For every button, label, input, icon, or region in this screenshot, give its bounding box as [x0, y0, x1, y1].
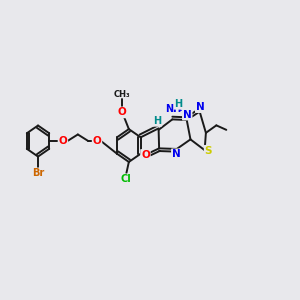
Text: ₂: ₂ — [178, 104, 182, 113]
Text: O: O — [118, 107, 126, 117]
Text: O: O — [58, 136, 67, 146]
Text: Cl: Cl — [121, 174, 131, 184]
Text: H: H — [153, 116, 161, 126]
Text: NH: NH — [165, 104, 182, 114]
Text: S: S — [205, 146, 212, 156]
Text: N: N — [172, 149, 181, 159]
Text: CH₃: CH₃ — [114, 90, 130, 99]
Text: O: O — [93, 136, 101, 146]
Text: Br: Br — [32, 168, 44, 178]
Text: N: N — [196, 102, 205, 112]
Text: O: O — [141, 150, 150, 160]
Text: H: H — [175, 99, 183, 109]
Text: N: N — [183, 110, 192, 120]
